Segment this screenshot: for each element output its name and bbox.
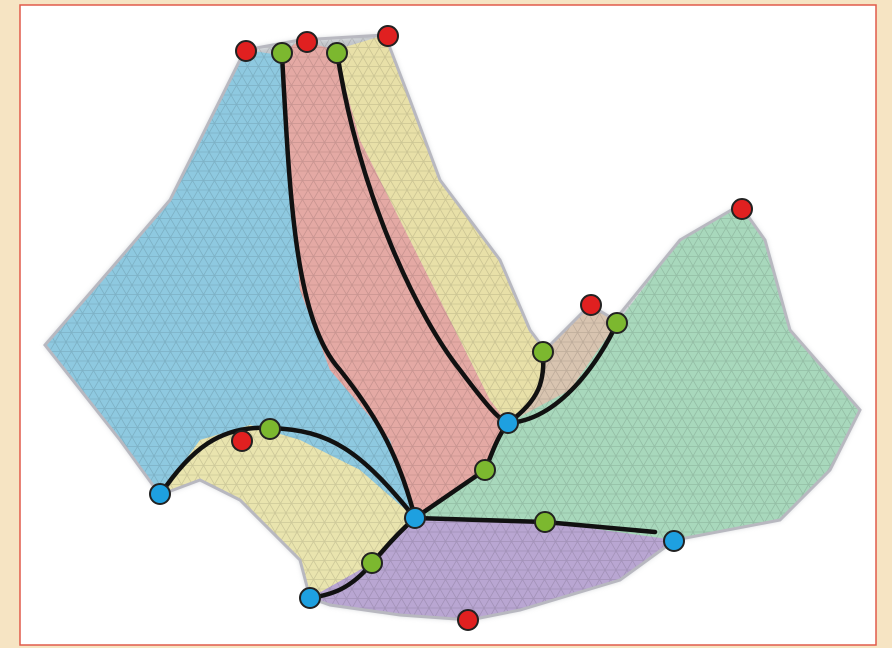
- max-point: [581, 295, 601, 315]
- max-point: [458, 610, 478, 630]
- figure: [0, 0, 892, 648]
- min-point: [664, 531, 684, 551]
- min-point: [150, 484, 170, 504]
- min-point: [300, 588, 320, 608]
- max-point: [232, 431, 252, 451]
- saddle-point: [607, 313, 627, 333]
- saddle-point: [475, 460, 495, 480]
- max-point: [236, 41, 256, 61]
- min-point: [498, 413, 518, 433]
- saddle-point: [272, 43, 292, 63]
- max-point: [297, 32, 317, 52]
- min-point: [405, 508, 425, 528]
- saddle-point: [260, 419, 280, 439]
- max-point: [378, 26, 398, 46]
- page: [0, 0, 892, 648]
- saddle-point: [327, 43, 347, 63]
- saddle-point: [362, 553, 382, 573]
- max-point: [732, 199, 752, 219]
- saddle-point: [533, 342, 553, 362]
- saddle-point: [535, 512, 555, 532]
